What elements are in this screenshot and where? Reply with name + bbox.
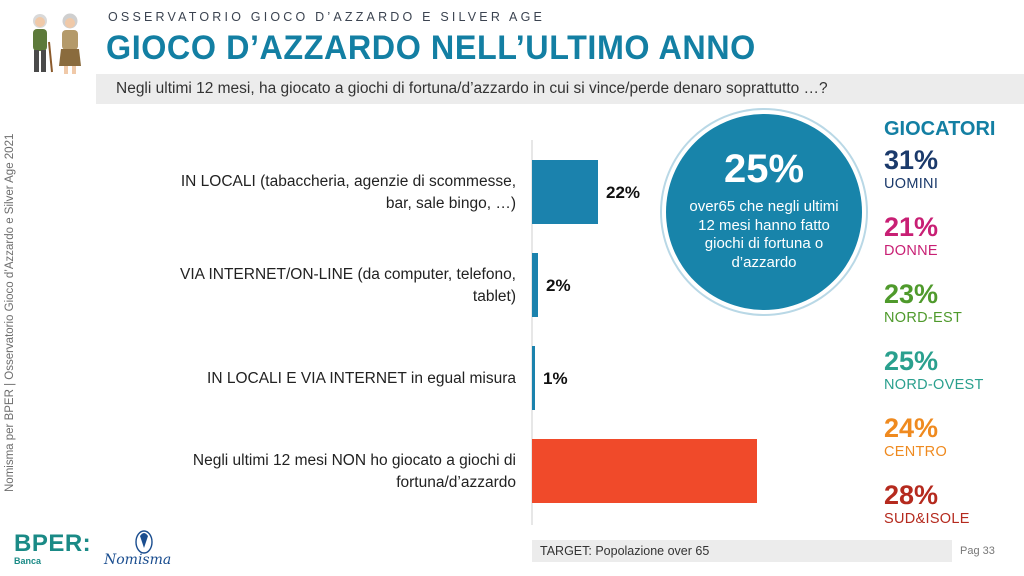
stat-value: 25% <box>884 346 939 376</box>
stat-item: 28% SUD&ISOLE <box>884 480 1024 547</box>
stat-label: SUD&ISOLE <box>884 511 970 527</box>
bper-logo-sub: Banca <box>14 556 42 566</box>
bar <box>532 346 535 410</box>
category-label: VIA INTERNET/ON-LINE (da computer, telef… <box>180 266 516 283</box>
stat-item: 31% UOMINI <box>884 145 1024 212</box>
bar <box>532 439 757 503</box>
stats-list: 31% UOMINI 21% DONNE 23% NORD-EST 25% NORD-OVES… <box>884 145 1024 547</box>
bper-logo: BPER: Banca <box>14 532 94 572</box>
seniors-illustration <box>33 13 81 74</box>
target-text: TARGET: Popolazione over 65 <box>540 544 710 558</box>
bar-value-label: 22% <box>606 183 640 202</box>
stat-value: 28% <box>884 480 939 510</box>
nomisma-logo-word: Nomisma <box>104 552 172 568</box>
side-note: Nomisma per BPER | Osservatorio Gioco d’… <box>4 133 16 492</box>
bar <box>532 253 538 317</box>
stat-value: 23% <box>884 279 939 309</box>
stat-item: 25% NORD-OVEST <box>884 346 1024 413</box>
category-label: fortuna/d’azzardo <box>396 474 516 491</box>
stat-item: 21% DONNE <box>884 212 1024 279</box>
highlight-value: 25% <box>723 147 805 191</box>
question-band <box>96 74 1024 104</box>
nomisma-logo <box>135 530 153 554</box>
stat-value: 21% <box>884 212 939 242</box>
senior-man-figure <box>33 14 53 73</box>
bar-value-label: 1% <box>543 369 568 388</box>
stats-header: GIOCATORI <box>884 118 996 140</box>
nomisma-emblem-icon <box>135 530 153 554</box>
bar-value-label: 2% <box>546 276 571 295</box>
bper-logo-word: BPER: <box>14 530 92 557</box>
category-label: IN LOCALI (tabaccheria, agenzie di scomm… <box>181 173 516 190</box>
players-stats: GIOCATORI 31% UOMINI 21% DONNE 23% NORD-EST 25… <box>884 118 1024 547</box>
highlight-text: over65 che negli ultimi 12 mesi hanno fa… <box>689 198 839 271</box>
stat-label: NORD-EST <box>884 310 963 326</box>
category-label: Negli ultimi 12 mesi NON ho giocato a gi… <box>193 452 516 469</box>
highlight-circle: 25% over65 che negli ultimi 12 mesi hann… <box>666 114 862 310</box>
stat-item: 24% CENTRO <box>884 413 1024 480</box>
question-text: Negli ultimi 12 mesi, ha giocato a gioch… <box>116 80 828 97</box>
page-title: GIOCO D’AZZARDO NELL’ULTIMO ANNO <box>106 29 756 67</box>
stat-value: 24% <box>884 413 939 443</box>
stat-value: 31% <box>884 145 939 175</box>
category-label: bar, sale bingo, …) <box>386 195 516 212</box>
bar <box>532 160 598 224</box>
target-band <box>532 540 952 562</box>
senior-woman-figure <box>59 13 81 74</box>
category-label: tablet) <box>473 288 516 305</box>
stat-item: 23% NORD-EST <box>884 279 1024 346</box>
page-number: Pag 33 <box>960 545 995 557</box>
stat-label: UOMINI <box>884 176 939 192</box>
bar-chart: 22% IN LOCALI (tabaccheria, agenzie di sc… <box>180 140 757 525</box>
stat-label: DONNE <box>884 243 938 259</box>
kicker: OSSERVATORIO GIOCO D’AZZARDO E SILVER AG… <box>108 10 546 24</box>
stat-label: NORD-OVEST <box>884 377 984 393</box>
category-label: IN LOCALI E VIA INTERNET in egual misura <box>207 370 516 387</box>
stat-label: CENTRO <box>884 444 948 460</box>
